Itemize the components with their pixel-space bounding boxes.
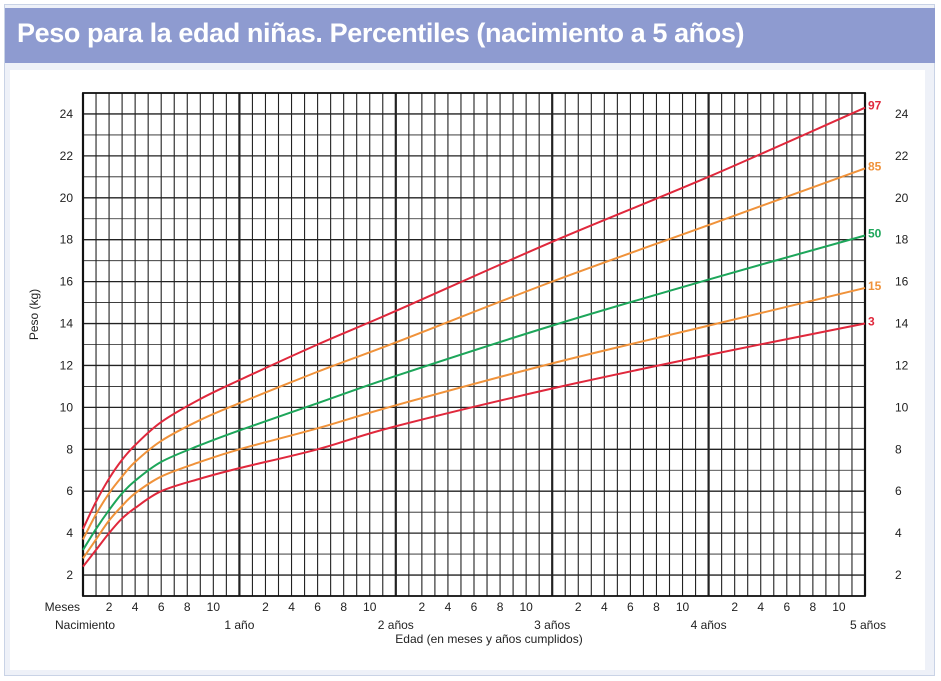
month-tick-label: 2 <box>262 600 269 614</box>
meses-label: Meses <box>45 600 80 614</box>
month-tick-label: 6 <box>627 600 634 614</box>
y-tick-label-left: 16 <box>60 275 74 289</box>
percentile-15-label: 15 <box>868 279 882 293</box>
y-tick-label-right: 2 <box>895 568 902 582</box>
month-tick-label: 8 <box>810 600 817 614</box>
percentile-50-label: 50 <box>868 227 882 241</box>
month-tick-label: 8 <box>653 600 660 614</box>
y-tick-label-left: 18 <box>60 233 74 247</box>
percentile-3-label: 3 <box>868 315 875 329</box>
month-tick-label: 8 <box>184 600 191 614</box>
y-tick-label-left: 6 <box>66 484 73 498</box>
year-label: 5 años <box>850 618 886 632</box>
chart-title: Peso para la edad niñas. Percentiles (na… <box>17 18 745 48</box>
chart-panel: 2 2 4 4 6 6 8 8 10 10 12 12 14 14 16 16 18 18 20 20 22 22 24 24… <box>10 70 925 670</box>
y-tick-label-left: 22 <box>60 149 74 163</box>
month-tick-label: 6 <box>783 600 790 614</box>
month-tick-label: 4 <box>757 600 764 614</box>
y-tick-label-left: 24 <box>60 107 74 121</box>
month-tick-label: 10 <box>519 600 533 614</box>
month-tick-label: 2 <box>106 600 113 614</box>
percentile-50-line <box>82 234 866 551</box>
month-tick-label: 8 <box>340 600 347 614</box>
month-tick-label: 10 <box>832 600 846 614</box>
month-tick-label: 4 <box>445 600 452 614</box>
month-tick-label: 4 <box>601 600 608 614</box>
month-tick-label: 2 <box>575 600 582 614</box>
y-tick-label-right: 22 <box>895 149 909 163</box>
y-tick-label-left: 10 <box>60 400 74 414</box>
y-tick-label-right: 4 <box>895 526 902 540</box>
y-tick-label-left: 12 <box>60 358 74 372</box>
x-axis-label: Edad (en meses y años cumplidos) <box>395 632 582 646</box>
y-tick-label-right: 24 <box>895 107 909 121</box>
year-label: 1 año <box>224 618 254 632</box>
y-tick-label-left: 2 <box>66 568 73 582</box>
y-tick-label-left: 20 <box>60 191 74 205</box>
month-tick-label: 6 <box>158 600 165 614</box>
y-tick-label-right: 20 <box>895 191 909 205</box>
year-label: Nacimiento <box>55 618 115 632</box>
y-tick-label-right: 16 <box>895 275 909 289</box>
month-tick-label: 10 <box>207 600 221 614</box>
percentile-85-label: 85 <box>868 159 882 173</box>
percentile-97-line <box>82 106 866 530</box>
y-tick-label-right: 12 <box>895 358 909 372</box>
y-tick-label-right: 18 <box>895 233 909 247</box>
percentile-97-label: 97 <box>868 99 882 113</box>
plot-frame <box>82 92 866 597</box>
y-tick-label-left: 4 <box>66 526 73 540</box>
y-axis-label: Peso (kg) <box>27 289 41 340</box>
y-tick-label-right: 14 <box>895 317 909 331</box>
month-tick-label: 2 <box>731 600 738 614</box>
year-label: 2 años <box>378 618 414 632</box>
month-tick-label: 10 <box>676 600 690 614</box>
title-bar: Peso para la edad niñas. Percentiles (na… <box>5 8 935 63</box>
month-tick-label: 6 <box>314 600 321 614</box>
month-tick-label: 6 <box>471 600 478 614</box>
percentile-15-line <box>82 286 866 559</box>
year-label: 3 años <box>534 618 570 632</box>
y-tick-label-right: 10 <box>895 400 909 414</box>
month-tick-label: 4 <box>288 600 295 614</box>
year-label: 4 años <box>691 618 727 632</box>
percentile-3-line <box>82 322 866 568</box>
month-tick-label: 2 <box>419 600 426 614</box>
y-tick-label-right: 8 <box>895 442 902 456</box>
month-tick-label: 8 <box>497 600 504 614</box>
month-tick-label: 4 <box>132 600 139 614</box>
y-tick-label-left: 14 <box>60 317 74 331</box>
month-tick-label: 10 <box>363 600 377 614</box>
y-tick-label-right: 6 <box>895 484 902 498</box>
y-tick-label-left: 8 <box>66 442 73 456</box>
percentile-85-line <box>82 167 866 540</box>
